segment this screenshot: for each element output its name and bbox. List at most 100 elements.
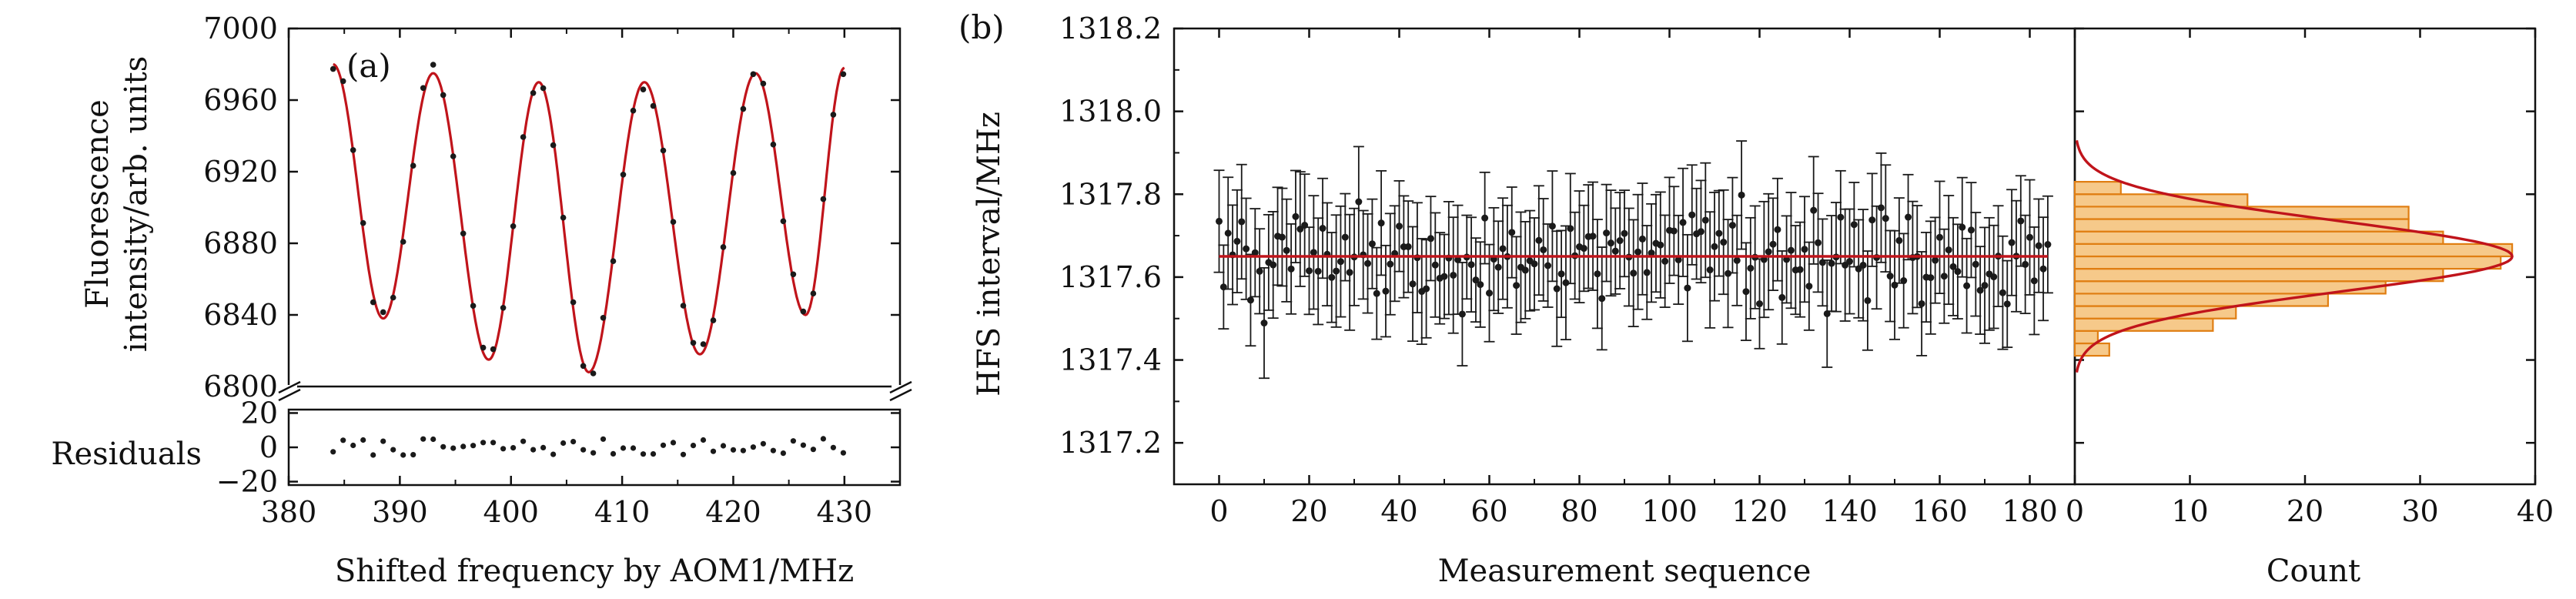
b-data-point bbox=[1900, 277, 1908, 285]
a-data-point bbox=[570, 299, 577, 306]
b-data-point bbox=[1477, 281, 1484, 289]
b-xtick-label: 180 bbox=[2002, 494, 2058, 528]
a-data-point bbox=[830, 112, 837, 118]
a-residual-point bbox=[740, 447, 747, 453]
b-data-point bbox=[1521, 266, 1529, 274]
b-data-point bbox=[1387, 260, 1394, 268]
a-residual-point bbox=[330, 449, 336, 455]
b-data-point bbox=[1486, 289, 1493, 297]
a-data-point bbox=[640, 86, 647, 92]
b-data-point bbox=[1260, 320, 1268, 327]
panel-a-data-points bbox=[330, 62, 847, 376]
a-residual-point bbox=[690, 443, 697, 449]
panel-b-label: (b) bbox=[958, 8, 1005, 46]
b-data-point bbox=[2026, 233, 2033, 241]
b-data-point bbox=[1963, 282, 1971, 289]
b-data-point bbox=[1607, 239, 1614, 247]
b-xtick-label: 80 bbox=[1561, 494, 1597, 528]
b-data-point bbox=[1976, 286, 1984, 294]
a-residual-point bbox=[610, 450, 617, 457]
a-data-point bbox=[790, 271, 797, 278]
panel-a-main-frame bbox=[287, 27, 902, 388]
a-residual-point bbox=[560, 440, 567, 447]
b-data-point bbox=[1377, 219, 1385, 227]
b-xtick-label: 20 bbox=[1290, 494, 1327, 528]
b-data-point bbox=[1837, 213, 1845, 221]
a-residual-point bbox=[480, 440, 487, 446]
b-data-point bbox=[1481, 214, 1489, 222]
b-data-point bbox=[1720, 239, 1728, 246]
b-ytick-label: 1317.4 bbox=[1059, 343, 1162, 377]
panel-a-label: (a) bbox=[346, 47, 391, 85]
b-data-point bbox=[1765, 248, 1772, 256]
b-data-point bbox=[1233, 237, 1241, 245]
a-residual-point bbox=[390, 447, 396, 453]
a-data-point bbox=[600, 315, 607, 321]
b-data-point bbox=[1246, 296, 1254, 304]
a-residual-point bbox=[630, 445, 637, 451]
b-xtick-label: 40 bbox=[1380, 494, 1417, 528]
b-data-point bbox=[1306, 267, 1313, 275]
a-ytick-label: 6800 bbox=[203, 370, 278, 403]
panel-b-hist-xlabel: Count bbox=[2267, 554, 2360, 589]
b-data-point bbox=[2008, 239, 2016, 246]
b-data-point bbox=[1301, 222, 1309, 229]
a-residual-point bbox=[490, 440, 497, 446]
b-data-point bbox=[1918, 300, 1925, 307]
a-data-point bbox=[800, 308, 807, 315]
a-data-point bbox=[700, 341, 707, 347]
a-residual-point bbox=[410, 452, 417, 458]
hist-gaussian-curve bbox=[2075, 139, 2514, 373]
b-data-point bbox=[1846, 258, 1853, 266]
a-residual-point bbox=[790, 438, 796, 444]
a-residual-point bbox=[510, 445, 517, 451]
b-data-point bbox=[1697, 228, 1705, 236]
a-residual-point bbox=[750, 444, 757, 450]
b-data-point bbox=[1940, 273, 1948, 280]
b-data-point bbox=[1679, 219, 1687, 226]
a-xtick-label: 420 bbox=[705, 495, 761, 529]
a-data-point bbox=[500, 305, 507, 311]
a-residual-point bbox=[770, 447, 777, 453]
b-data-point bbox=[1733, 256, 1741, 264]
panel-b-ylabel: HFS interval/MHz bbox=[972, 112, 1007, 397]
b-data-point bbox=[1990, 273, 1998, 281]
b-data-point bbox=[1346, 269, 1353, 276]
b-data-point bbox=[1270, 261, 1277, 269]
b-data-point bbox=[1859, 261, 1867, 269]
b-data-point bbox=[1684, 284, 1691, 292]
a-xtick-label: 430 bbox=[817, 495, 873, 529]
b-xtick-label: 140 bbox=[1822, 494, 1878, 528]
panel-a-main-axis: 6800 6840 6880 6920 6960 7000 bbox=[203, 12, 901, 403]
a-xtick-label: 390 bbox=[372, 495, 428, 529]
b-data-point bbox=[1243, 245, 1250, 253]
b-data-point bbox=[1828, 259, 1835, 267]
hist-bar bbox=[2073, 243, 2514, 258]
axis-break-mark-left-2 bbox=[278, 388, 301, 402]
b-data-point bbox=[1589, 233, 1597, 240]
b-data-point bbox=[1778, 293, 1786, 301]
a-data-point bbox=[770, 141, 777, 148]
axis-break-gap-left bbox=[280, 385, 297, 399]
panel-a-fit-curve bbox=[333, 62, 845, 374]
b-data-point bbox=[1409, 280, 1417, 288]
a-residual-point bbox=[760, 440, 767, 447]
b-data-point bbox=[1850, 221, 1858, 229]
b-data-point bbox=[1774, 226, 1781, 233]
b-data-point bbox=[1616, 237, 1624, 245]
a-data-point bbox=[390, 294, 396, 301]
b-data-point bbox=[1674, 256, 1682, 263]
hist-bar bbox=[2073, 255, 2502, 270]
a-data-point bbox=[660, 147, 667, 154]
a-residual-point bbox=[340, 437, 346, 443]
axis-break-mark-right-2 bbox=[889, 388, 912, 402]
a-data-point bbox=[360, 219, 366, 226]
b-xtick-label: 120 bbox=[1731, 494, 1788, 528]
hist-bar bbox=[2073, 330, 2099, 345]
b-data-point bbox=[1256, 267, 1263, 275]
b-data-point bbox=[2044, 241, 2052, 249]
panel-a-ylabel-line2: intensity/arb. units bbox=[119, 56, 154, 352]
b-data-point bbox=[1450, 271, 1457, 279]
a-data-point bbox=[470, 303, 477, 310]
b-data-point bbox=[1967, 226, 1975, 234]
